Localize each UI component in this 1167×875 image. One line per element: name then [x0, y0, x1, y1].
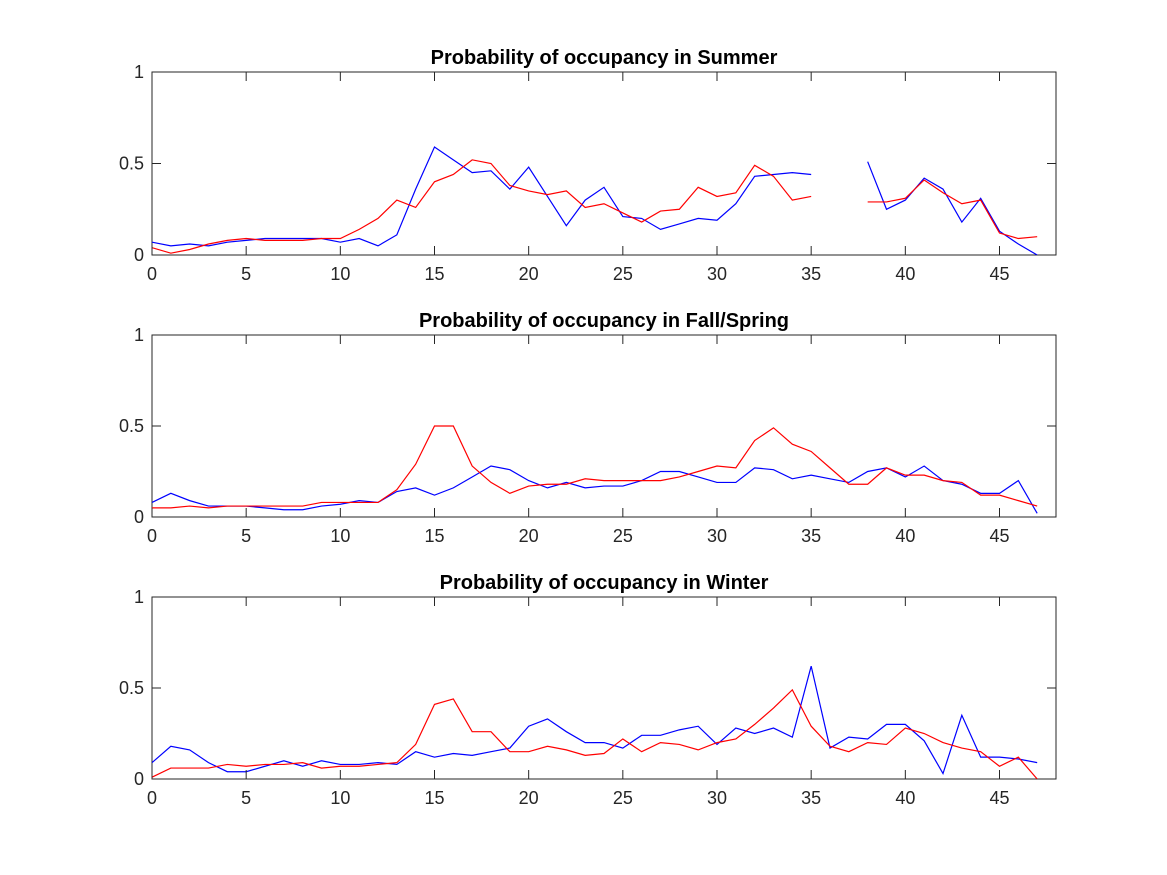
- x-tick-label: 15: [424, 264, 444, 284]
- x-tick-label: 20: [519, 788, 539, 808]
- red-series-line: [152, 159, 1038, 254]
- x-tick-label: 15: [424, 526, 444, 546]
- x-tick-label: 0: [147, 788, 157, 808]
- x-tick-label: 20: [519, 264, 539, 284]
- x-tick-label: 15: [424, 788, 444, 808]
- x-tick-label: 30: [707, 788, 727, 808]
- subplot-probability-of-occupancy-in-winter: 0 5 10 15 20 25 30 35 40 45 0 0.5 1 Probability of oc…: [119, 572, 1057, 808]
- x-tick-label: 30: [707, 526, 727, 546]
- axes-box: [151, 71, 1057, 256]
- y-tick-label: 1: [134, 325, 144, 345]
- x-tick-label: 40: [895, 264, 915, 284]
- blue-series-line: [152, 146, 1038, 255]
- x-tick-label: 30: [707, 264, 727, 284]
- axes-box: [151, 334, 1057, 518]
- x-tick-label: 5: [241, 788, 251, 808]
- y-tick-label: 0: [134, 769, 144, 789]
- y-tick-label: 0.5: [119, 416, 144, 436]
- x-tick-label: 40: [895, 788, 915, 808]
- red-series-line: [152, 688, 1038, 779]
- x-tick-label: 25: [613, 788, 633, 808]
- y-tick-label: 1: [134, 62, 144, 82]
- x-tick-label: 0: [147, 264, 157, 284]
- y-tick-label: 0: [134, 245, 144, 265]
- y-tick-label: 1: [134, 587, 144, 607]
- x-tick-label: 5: [241, 526, 251, 546]
- x-tick-label: 40: [895, 526, 915, 546]
- subplot-probability-of-occupancy-in-fall-spring: 0 5 10 15 20 25 30 35 40 45 0 0.5 1 Probability of oc…: [119, 310, 1057, 546]
- x-tick-label: 25: [613, 264, 633, 284]
- x-tick-label: 45: [989, 264, 1009, 284]
- chart-title: Probability of occupancy in Fall/Spring: [419, 310, 789, 332]
- chart-title: Probability of occupancy in Summer: [431, 47, 778, 69]
- y-tick-label: 0.5: [119, 154, 144, 174]
- red-series-line: [152, 425, 1038, 509]
- x-tick-label: 5: [241, 264, 251, 284]
- x-tick-label: 0: [147, 526, 157, 546]
- axes-box: [151, 596, 1057, 780]
- y-tick-label: 0: [134, 507, 144, 527]
- x-tick-label: 25: [613, 526, 633, 546]
- x-tick-label: 35: [801, 788, 821, 808]
- x-tick-label: 35: [801, 526, 821, 546]
- x-tick-label: 20: [519, 526, 539, 546]
- x-tick-label: 10: [330, 788, 350, 808]
- y-tick-label: 0.5: [119, 678, 144, 698]
- x-tick-label: 45: [989, 788, 1009, 808]
- chart-title: Probability of occupancy in Winter: [440, 572, 769, 594]
- x-tick-label: 35: [801, 264, 821, 284]
- x-tick-label: 10: [330, 526, 350, 546]
- x-tick-label: 10: [330, 264, 350, 284]
- subplot-probability-of-occupancy-in-summer: 0 5 10 15 20 25 30 35 40 45 0 0.5 1 Probability of oc…: [119, 47, 1057, 284]
- x-tick-label: 45: [989, 526, 1009, 546]
- blue-series-line: [152, 666, 1038, 776]
